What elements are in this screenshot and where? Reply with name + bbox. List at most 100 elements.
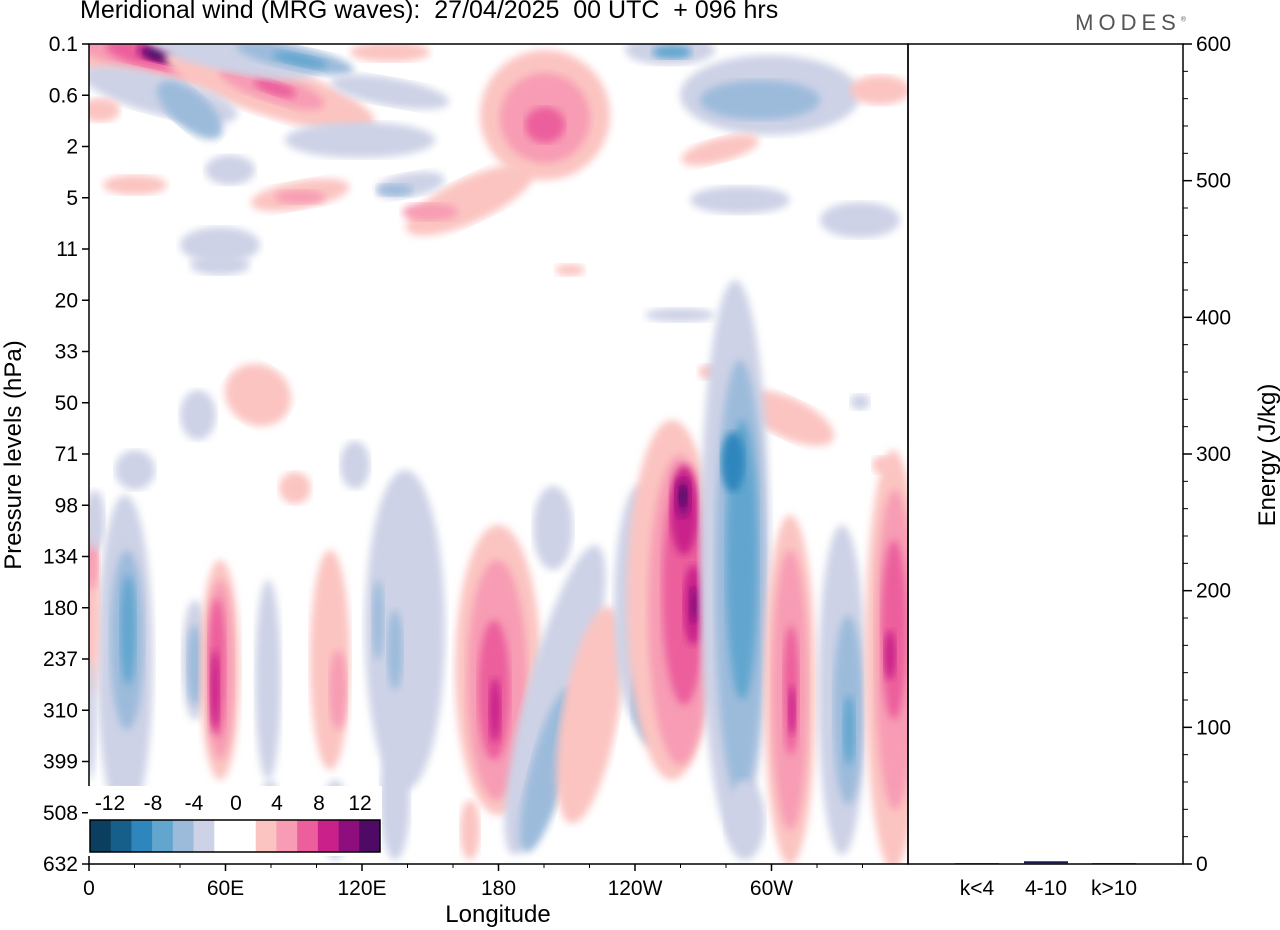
wind-contour-blob: [285, 122, 435, 158]
wind-contour-blob: [89, 98, 120, 122]
energy-tick-label: 200: [1196, 580, 1231, 603]
pressure-tick-label: 0.1: [49, 33, 78, 56]
wind-contour-blob: [275, 190, 325, 204]
pressure-tick-label: 2: [66, 136, 78, 159]
colorbar-swatch: [152, 820, 174, 852]
pressure-tick-label: 508: [43, 802, 78, 825]
energy-tick-label: 400: [1196, 306, 1231, 329]
wind-contour-blob: [340, 441, 370, 489]
wind-contour-blob: [205, 155, 255, 185]
x-axis-title: Longitude: [445, 901, 550, 928]
energy-bar: [1024, 861, 1068, 864]
colorbar-label: -4: [185, 792, 204, 815]
wind-contour-blob: [329, 650, 347, 730]
wind-contour-blob: [741, 390, 835, 446]
pressure-axis: 0.1 0.6 2 5 11 20 33 50 71 98 134 180 237 310 399 508 63…: [43, 33, 89, 876]
energy-tick-label: 0: [1196, 853, 1208, 876]
colorbar-label: -8: [144, 792, 163, 815]
wind-contour-blob: [115, 450, 155, 490]
pressure-tick-label: 33: [55, 341, 78, 364]
wind-contour-blob: [141, 44, 319, 80]
pressure-tick-label: 180: [43, 597, 78, 620]
wind-contour-blob: [372, 580, 384, 660]
energy-bars: [955, 861, 1136, 864]
wind-contour-blob: [689, 587, 699, 623]
wind-contour-blob: [556, 606, 624, 824]
longitude-tick-label: 180: [481, 877, 516, 900]
longitude-tick-label: 60W: [750, 877, 793, 900]
energy-panel-frame: [907, 43, 1184, 865]
wind-contour-blob: [555, 264, 585, 276]
colorbar-swatch: [255, 820, 277, 852]
pressure-tick-label: 0.6: [49, 84, 78, 107]
logo-text: MODES: [1075, 10, 1181, 35]
wind-contour-blob: [690, 186, 790, 214]
energy-axis: 0 100 200 300 400 500 600: [1183, 33, 1231, 876]
energy-bar: [955, 863, 999, 864]
pressure-tick-label: 5: [66, 187, 78, 210]
pressure-tick-label: 20: [55, 289, 78, 312]
chart-title: Meridional wind (MRG waves): 27/04/2025 …: [80, 0, 779, 24]
wind-contour-blob: [405, 164, 535, 236]
wind-contour-blob: [255, 580, 281, 780]
colorbar-swatch: [110, 820, 132, 852]
wind-contour-blob: [103, 175, 167, 195]
wind-contour-blob: [645, 308, 715, 322]
longitude-axis: 0 60E 120E 180 120W 60W: [83, 864, 863, 900]
longitude-tick-label: 120W: [608, 877, 663, 900]
longitude-tick-label: 0: [83, 877, 95, 900]
modes-logo: MODES®: [1075, 10, 1186, 36]
colorbar-label: 12: [348, 792, 371, 815]
wind-contour-blob: [180, 227, 260, 263]
wind-field: [89, 44, 908, 864]
colorbar-swatch: [359, 820, 381, 852]
colorbar-label: -12: [95, 792, 125, 815]
colorbar-swatch: [338, 820, 360, 852]
energy-category-label: k>10: [1091, 877, 1137, 900]
wind-contour-blob: [820, 202, 900, 238]
wind-contour-blob: [190, 255, 250, 275]
wind-contour-blob: [850, 75, 908, 105]
pressure-tick-label: 310: [43, 699, 78, 722]
pressure-tick-label: 237: [43, 648, 78, 671]
wind-contour-blob: [652, 45, 692, 59]
wind-contour-blob: [700, 80, 820, 120]
pressure-tick-label: 632: [43, 853, 78, 876]
pressure-tick-label: 399: [43, 751, 78, 774]
colorbar-swatch: [276, 820, 298, 852]
wind-contour-blob: [377, 184, 413, 196]
pressure-tick-label: 98: [55, 494, 78, 517]
energy-category-label: 4-10: [1025, 877, 1067, 900]
wind-contour-blob: [187, 625, 203, 705]
energy-categories: k<4 4-10 k>10: [960, 877, 1137, 900]
energy-tick-label: 300: [1196, 443, 1231, 466]
wind-contour-blob: [884, 630, 896, 680]
wind-contour-blob: [253, 78, 297, 98]
wind-contour-blob: [279, 472, 311, 504]
energy-category-label: k<4: [960, 877, 995, 900]
wind-contour-blob: [533, 486, 573, 570]
colorbar-swatch: [317, 820, 339, 852]
colorbar: -12 -8 -4 0 4 8 12: [88, 786, 382, 856]
wind-contour-blob: [157, 80, 223, 140]
energy-tick-label: 100: [1196, 716, 1231, 739]
wind-contour-blob: [489, 678, 501, 742]
wind-contour-blob: [120, 575, 136, 685]
wind-contour-blob: [721, 432, 745, 492]
colorbar-frame: [89, 819, 381, 853]
wind-contour-blob: [330, 74, 450, 110]
energy-tick-label: 600: [1196, 33, 1231, 56]
pressure-tick-label: 50: [55, 392, 78, 415]
energy-bar: [1092, 863, 1136, 864]
wind-contour-blob: [679, 486, 687, 506]
wind-contour-blob: [725, 780, 765, 860]
wind-contour-blob: [402, 203, 458, 221]
colorbar-label: 0: [230, 792, 242, 815]
colorbar-swatch: [297, 820, 319, 852]
longitude-tick-label: 120E: [337, 877, 386, 900]
pressure-tick-label: 134: [43, 546, 78, 569]
colorbar-swatch: [131, 820, 153, 852]
wind-contour-blob: [850, 394, 870, 410]
wind-contour-blob: [89, 660, 96, 780]
